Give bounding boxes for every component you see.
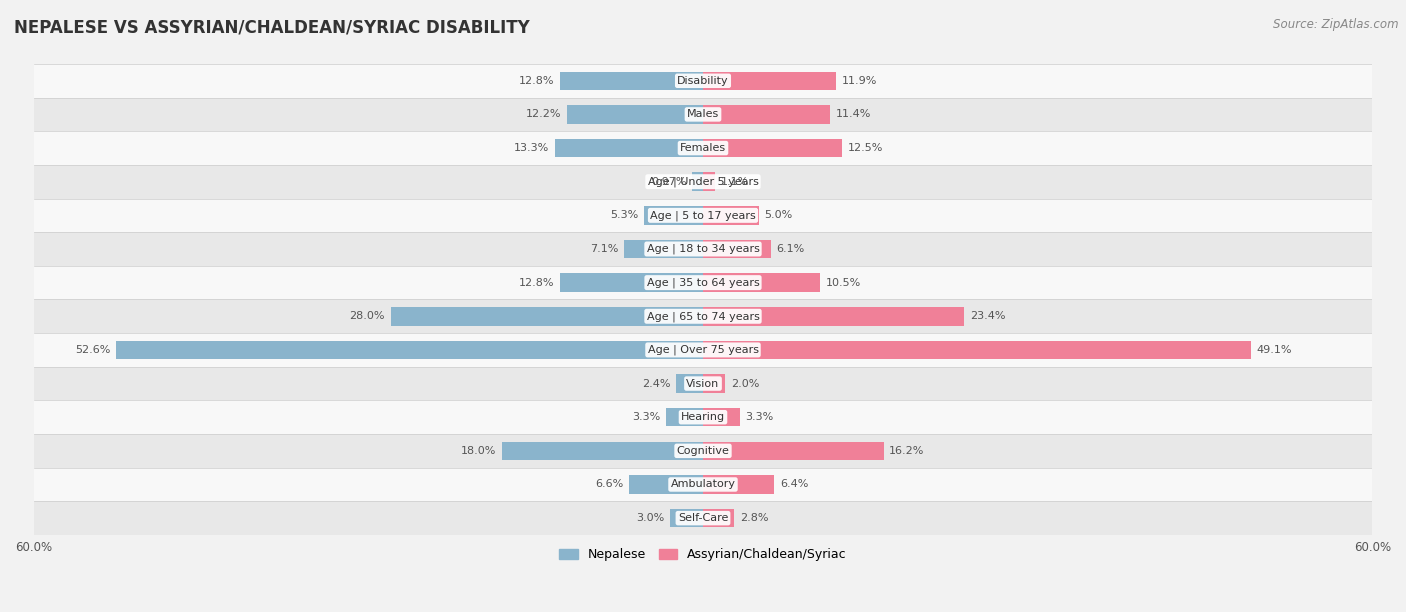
- Text: 7.1%: 7.1%: [591, 244, 619, 254]
- Text: 1.1%: 1.1%: [721, 177, 749, 187]
- Bar: [560, 72, 703, 90]
- Text: 5.0%: 5.0%: [765, 211, 793, 220]
- Text: 2.4%: 2.4%: [643, 379, 671, 389]
- Bar: [391, 307, 703, 326]
- Bar: [34, 468, 1372, 501]
- Text: 49.1%: 49.1%: [1257, 345, 1292, 355]
- Bar: [703, 274, 820, 292]
- Text: 52.6%: 52.6%: [75, 345, 111, 355]
- Bar: [676, 375, 703, 393]
- Bar: [554, 139, 703, 157]
- Text: 3.3%: 3.3%: [745, 412, 773, 422]
- Bar: [703, 408, 740, 427]
- Bar: [703, 105, 830, 124]
- Text: 3.3%: 3.3%: [633, 412, 661, 422]
- Bar: [34, 198, 1372, 232]
- Bar: [703, 240, 770, 258]
- Bar: [34, 299, 1372, 333]
- Bar: [34, 266, 1372, 299]
- Text: 6.6%: 6.6%: [596, 479, 624, 490]
- Text: 23.4%: 23.4%: [970, 312, 1005, 321]
- Bar: [703, 206, 759, 225]
- Text: 12.2%: 12.2%: [526, 110, 561, 119]
- Bar: [502, 442, 703, 460]
- Bar: [703, 72, 835, 90]
- Bar: [703, 442, 884, 460]
- Bar: [669, 509, 703, 528]
- Text: Age | 65 to 74 years: Age | 65 to 74 years: [647, 311, 759, 321]
- Text: Vision: Vision: [686, 379, 720, 389]
- Text: Source: ZipAtlas.com: Source: ZipAtlas.com: [1274, 18, 1399, 31]
- Text: 10.5%: 10.5%: [825, 278, 860, 288]
- Text: 28.0%: 28.0%: [350, 312, 385, 321]
- Bar: [703, 476, 775, 494]
- Bar: [703, 509, 734, 528]
- Text: 2.0%: 2.0%: [731, 379, 759, 389]
- Text: 11.9%: 11.9%: [841, 76, 877, 86]
- Bar: [666, 408, 703, 427]
- Bar: [644, 206, 703, 225]
- Bar: [34, 97, 1372, 131]
- Bar: [34, 501, 1372, 535]
- Bar: [34, 333, 1372, 367]
- Text: 0.97%: 0.97%: [651, 177, 686, 187]
- Text: 13.3%: 13.3%: [513, 143, 548, 153]
- Text: Females: Females: [681, 143, 725, 153]
- Bar: [630, 476, 703, 494]
- Text: 11.4%: 11.4%: [835, 110, 872, 119]
- Text: Ambulatory: Ambulatory: [671, 479, 735, 490]
- Text: Cognitive: Cognitive: [676, 446, 730, 456]
- Bar: [703, 375, 725, 393]
- Text: 3.0%: 3.0%: [636, 513, 664, 523]
- Bar: [560, 274, 703, 292]
- Text: 16.2%: 16.2%: [890, 446, 925, 456]
- Bar: [703, 341, 1251, 359]
- Bar: [692, 173, 703, 191]
- Bar: [703, 139, 842, 157]
- Bar: [117, 341, 703, 359]
- Text: Males: Males: [688, 110, 718, 119]
- Text: 12.8%: 12.8%: [519, 76, 554, 86]
- Text: 6.4%: 6.4%: [780, 479, 808, 490]
- Bar: [34, 434, 1372, 468]
- Text: Age | 18 to 34 years: Age | 18 to 34 years: [647, 244, 759, 254]
- Text: 12.8%: 12.8%: [519, 278, 554, 288]
- Bar: [34, 367, 1372, 400]
- Text: 2.8%: 2.8%: [740, 513, 768, 523]
- Bar: [34, 64, 1372, 97]
- Text: 18.0%: 18.0%: [461, 446, 496, 456]
- Legend: Nepalese, Assyrian/Chaldean/Syriac: Nepalese, Assyrian/Chaldean/Syriac: [554, 543, 852, 566]
- Text: Age | 5 to 17 years: Age | 5 to 17 years: [650, 210, 756, 220]
- Bar: [567, 105, 703, 124]
- Bar: [624, 240, 703, 258]
- Bar: [703, 173, 716, 191]
- Bar: [34, 131, 1372, 165]
- Text: 12.5%: 12.5%: [848, 143, 883, 153]
- Text: NEPALESE VS ASSYRIAN/CHALDEAN/SYRIAC DISABILITY: NEPALESE VS ASSYRIAN/CHALDEAN/SYRIAC DIS…: [14, 18, 530, 36]
- Bar: [34, 165, 1372, 198]
- Text: Self-Care: Self-Care: [678, 513, 728, 523]
- Text: 6.1%: 6.1%: [776, 244, 804, 254]
- Text: Age | Under 5 years: Age | Under 5 years: [648, 176, 758, 187]
- Text: 5.3%: 5.3%: [610, 211, 638, 220]
- Text: Hearing: Hearing: [681, 412, 725, 422]
- Text: Disability: Disability: [678, 76, 728, 86]
- Bar: [34, 232, 1372, 266]
- Bar: [703, 307, 965, 326]
- Bar: [34, 400, 1372, 434]
- Text: Age | 35 to 64 years: Age | 35 to 64 years: [647, 277, 759, 288]
- Text: Age | Over 75 years: Age | Over 75 years: [648, 345, 758, 355]
